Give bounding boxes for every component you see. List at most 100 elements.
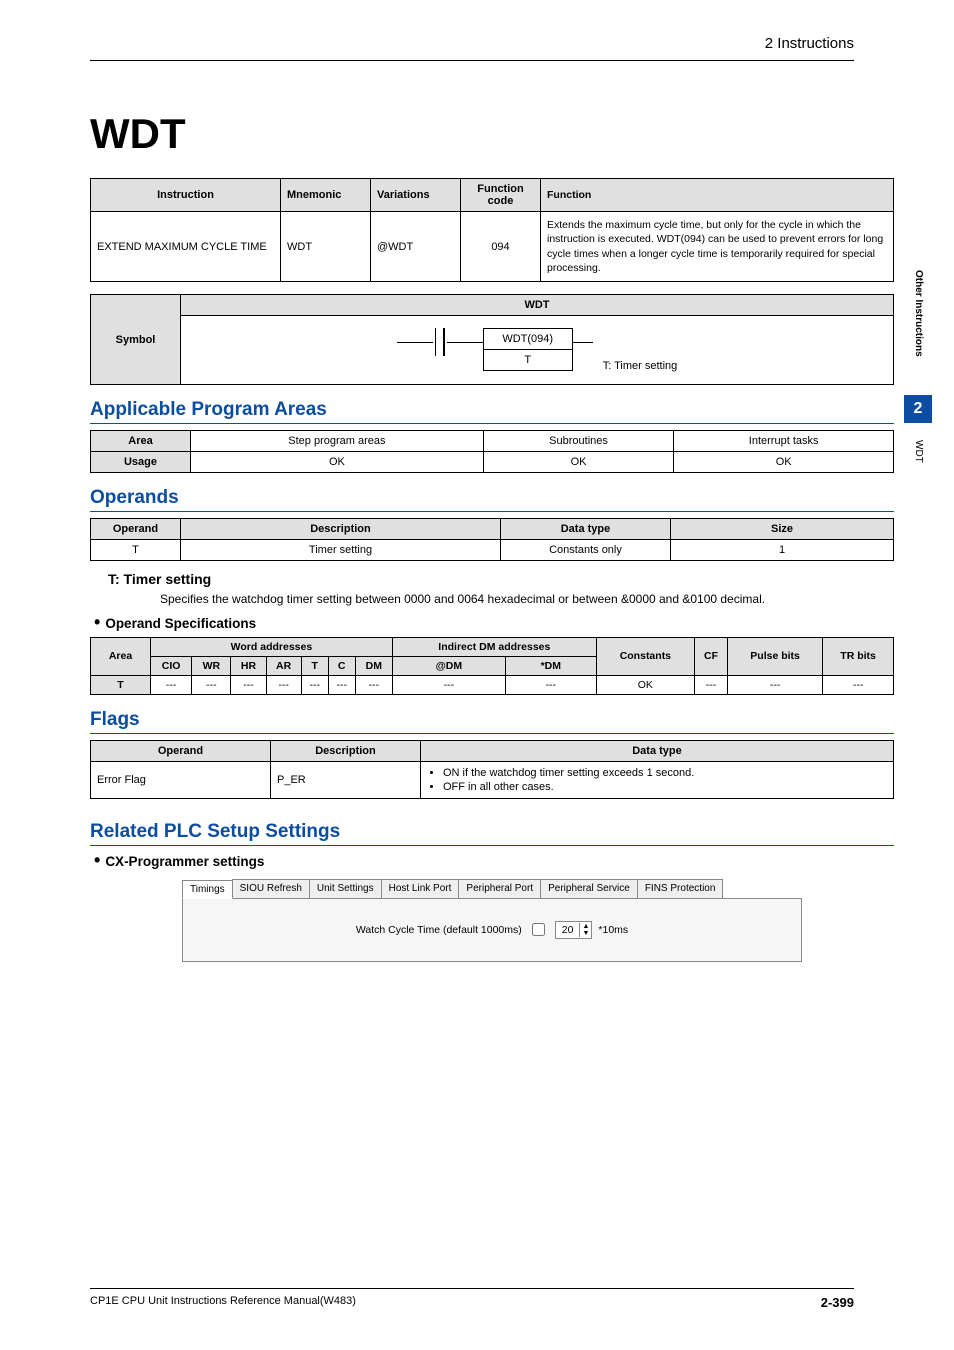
table-row: Error Flag P_ER ON if the watchdog timer… [91, 761, 894, 798]
cx-settings-panel: Timings SIOU Refresh Unit Settings Host … [182, 879, 802, 962]
side-chapter-number: 2 [904, 395, 932, 423]
tab-peripheral-port[interactable]: Peripheral Port [458, 879, 541, 898]
tab-row: Timings SIOU Refresh Unit Settings Host … [182, 879, 802, 899]
symbol-box-top: WDT(094) [483, 328, 573, 350]
row-label: T [91, 675, 151, 694]
symbol-legend: T: Timer setting [603, 360, 678, 372]
operand-spec-table: Area Word addresses Indirect DM addresse… [90, 637, 894, 695]
spinner-arrows-icon[interactable]: ▲▼ [579, 923, 591, 937]
th-word-addresses: Word addresses [151, 637, 393, 656]
section-flags: Flags [90, 709, 894, 734]
watch-cycle-checkbox[interactable] [532, 923, 545, 936]
cell-code: 094 [461, 212, 541, 282]
section-applicable-areas: Applicable Program Areas [90, 399, 894, 424]
th-function: Function [541, 179, 894, 212]
th-datatype: Data type [421, 740, 894, 761]
th-wr: WR [192, 656, 231, 675]
th-hr: HR [231, 656, 266, 675]
symbol-diagram: WDT(094) T T: Timer setting [181, 316, 894, 385]
cell: --- [728, 675, 823, 694]
operand-spec-head: Operand Specifications [94, 616, 894, 631]
cell: --- [301, 675, 328, 694]
cell: Timer setting [181, 540, 501, 561]
spinner-value: 20 [556, 924, 580, 936]
apa-col: Interrupt tasks [674, 431, 894, 452]
th-operand: Operand [91, 519, 181, 540]
cell: --- [231, 675, 266, 694]
th-c: C [328, 656, 355, 675]
th-area: Area [91, 637, 151, 675]
cell: 1 [671, 540, 894, 561]
cell: --- [355, 675, 392, 694]
table-row: T --- --- --- --- --- --- --- --- --- OK… [91, 675, 894, 694]
cell: --- [192, 675, 231, 694]
apa-col: Subroutines [483, 431, 674, 452]
footer-manual-ref: CP1E CPU Unit Instructions Reference Man… [90, 1295, 356, 1310]
cell: --- [266, 675, 301, 694]
th-description: Description [181, 519, 501, 540]
table-row: EXTEND MAXIMUM CYCLE TIME WDT @WDT 094 E… [91, 212, 894, 282]
applicable-areas-table: Area Step program areas Subroutines Inte… [90, 430, 894, 473]
symbol-box-bottom: T [483, 350, 573, 371]
tab-unit-settings[interactable]: Unit Settings [309, 879, 382, 898]
th-description: Description [271, 740, 421, 761]
cell-operand: Error Flag [91, 761, 271, 798]
symbol-header: WDT [181, 295, 894, 316]
watch-cycle-label: Watch Cycle Time (default 1000ms) [356, 924, 522, 936]
th-variations: Variations [371, 179, 461, 212]
th-cio: CIO [151, 656, 192, 675]
th-pulse: Pulse bits [728, 637, 823, 675]
tab-host-link[interactable]: Host Link Port [381, 879, 460, 898]
apa-val: OK [483, 452, 674, 473]
watch-cycle-unit: *10ms [598, 924, 628, 936]
apa-val: OK [191, 452, 484, 473]
side-tab-label: Other Instructions [913, 270, 924, 357]
footer-page-number: 2-399 [821, 1295, 854, 1310]
watch-cycle-spinner[interactable]: 20 ▲▼ [555, 921, 593, 939]
apa-row-usage: Usage [91, 452, 191, 473]
instruction-summary-table: Instruction Mnemonic Variations Function… [90, 178, 894, 282]
th-function-code: Function code [461, 179, 541, 212]
cell: --- [151, 675, 192, 694]
th-stardm: *DM [505, 656, 596, 675]
symbol-table: Symbol WDT WDT(094) T T: Timer setting [90, 294, 894, 385]
cell-function: Extends the maximum cycle time, but only… [541, 212, 894, 282]
operands-table: Operand Description Data type Size T Tim… [90, 518, 894, 561]
cell: OK [596, 675, 694, 694]
timer-setting-head: T: Timer setting [108, 571, 894, 587]
cx-programmer-head: CX-Programmer settings [94, 854, 894, 869]
th-ar: AR [266, 656, 301, 675]
cell-description: P_ER [271, 761, 421, 798]
section-operands: Operands [90, 487, 894, 512]
symbol-label: Symbol [91, 295, 181, 385]
header-rule [90, 60, 854, 61]
cell-mnemonic: WDT [281, 212, 371, 282]
tab-fins-protection[interactable]: FINS Protection [637, 879, 724, 898]
cell: --- [328, 675, 355, 694]
flags-table: Operand Description Data type Error Flag… [90, 740, 894, 799]
tab-siou-refresh[interactable]: SIOU Refresh [232, 879, 310, 898]
th-size: Size [671, 519, 894, 540]
th-operand: Operand [91, 740, 271, 761]
tab-peripheral-service[interactable]: Peripheral Service [540, 879, 638, 898]
page-footer: CP1E CPU Unit Instructions Reference Man… [90, 1288, 854, 1310]
th-cf: CF [694, 637, 727, 675]
th-instruction: Instruction [91, 179, 281, 212]
th-mnemonic: Mnemonic [281, 179, 371, 212]
cell: --- [694, 675, 727, 694]
table-row: T Timer setting Constants only 1 [91, 540, 894, 561]
cx-body: Watch Cycle Time (default 1000ms) 20 ▲▼ … [182, 899, 802, 962]
page-title: WDT [90, 110, 894, 158]
th-datatype: Data type [501, 519, 671, 540]
tab-timings[interactable]: Timings [182, 880, 233, 899]
apa-col: Step program areas [191, 431, 484, 452]
cell-instruction: EXTEND MAXIMUM CYCLE TIME [91, 212, 281, 282]
cell: --- [823, 675, 894, 694]
apa-row-area: Area [91, 431, 191, 452]
apa-val: OK [674, 452, 894, 473]
timer-setting-para: Specifies the watchdog timer setting bet… [160, 591, 894, 608]
th-constants: Constants [596, 637, 694, 675]
flag-item: OFF in all other cases. [443, 780, 887, 794]
th-indirect-dm: Indirect DM addresses [392, 637, 596, 656]
side-instruction-name: WDT [913, 440, 924, 463]
